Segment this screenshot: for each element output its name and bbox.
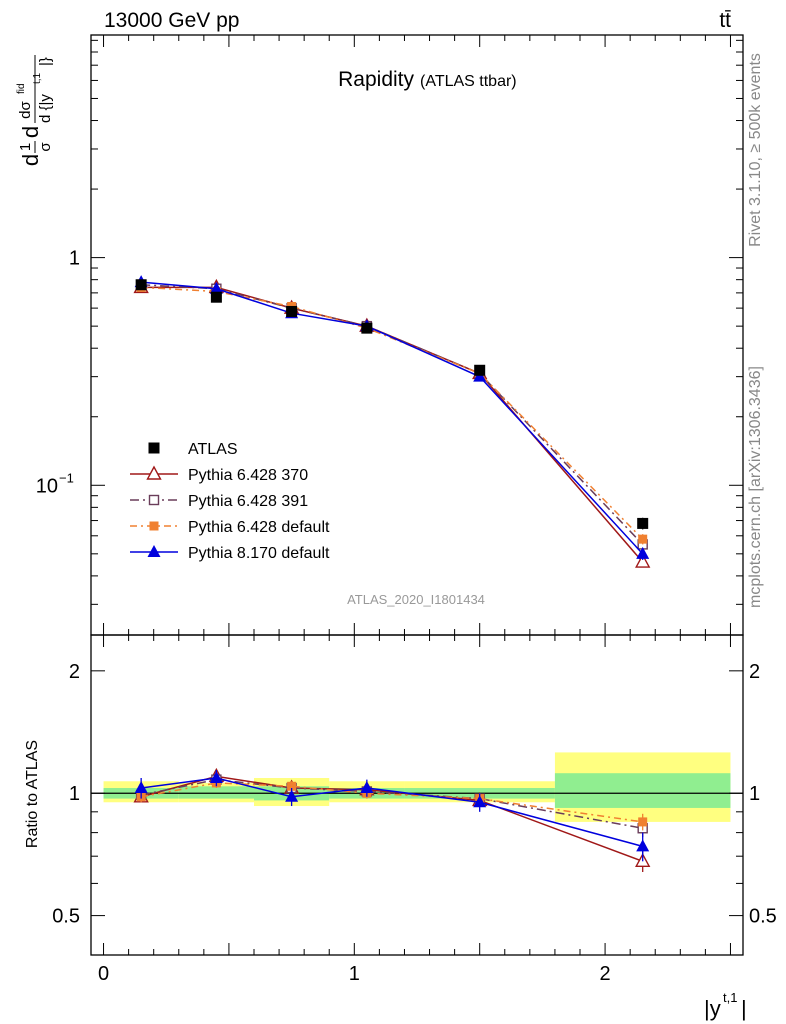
ratio-point-p6def bbox=[287, 781, 297, 791]
legend-label-p370: Pythia 6.428 370 bbox=[188, 467, 308, 484]
ratio-plot-frame bbox=[90, 634, 744, 956]
plot-title: Rapidity bbox=[338, 68, 414, 91]
main-y-axis-label: d 1 σ d dσ fid d {|y t,1 |} bbox=[16, 55, 54, 166]
ratio-y-axis-label: Ratio to ATLAS bbox=[24, 740, 41, 848]
ratio-y-tick-label-right: 1 bbox=[749, 783, 760, 805]
process-label: 13000 GeV pp bbox=[104, 9, 239, 32]
main-point-atlas bbox=[210, 291, 222, 303]
main-point-atlas bbox=[286, 305, 298, 317]
main-point-p8def bbox=[209, 281, 223, 294]
legend-marker-p6def bbox=[149, 521, 159, 531]
y-tick-label: 10 bbox=[36, 475, 58, 497]
ratio-line-p6def bbox=[141, 782, 643, 823]
ratio-point-p8def bbox=[636, 839, 650, 852]
ratio-y-tick-label: 1 bbox=[69, 783, 80, 805]
legend-marker-p370 bbox=[146, 465, 162, 480]
ylabel-denominator: d {|y bbox=[37, 94, 54, 123]
legend-marker-p8def bbox=[147, 545, 161, 557]
ratio-point-p8def bbox=[209, 771, 223, 784]
ylabel-one: 1 bbox=[17, 143, 34, 151]
ylabel-fid: fid bbox=[16, 83, 27, 94]
main-point-p6def bbox=[638, 534, 648, 544]
final-state-label: tt̄ bbox=[719, 9, 731, 32]
legend-marker-p391 bbox=[148, 494, 160, 506]
uncertainty-band-inner bbox=[178, 786, 254, 799]
ratio-y-tick-label: 2 bbox=[69, 661, 80, 683]
xlabel-main: |y bbox=[704, 996, 721, 1021]
uncertainty-band-inner bbox=[554, 773, 731, 808]
y-tick-exponent: −1 bbox=[59, 470, 74, 485]
main-point-atlas bbox=[361, 322, 373, 334]
ylabel-dsigma: dσ bbox=[17, 100, 34, 118]
ratio-y-tick-label: 0.5 bbox=[52, 906, 80, 928]
ylabel-d: d bbox=[18, 154, 43, 166]
ratio-line-p8def bbox=[141, 777, 643, 848]
rivet-version-label: Rivet 3.1.10, ≥ 500k events bbox=[747, 53, 764, 247]
legend-label-p391: Pythia 6.428 391 bbox=[188, 493, 308, 510]
main-point-atlas bbox=[135, 279, 147, 291]
x-tick-label: 1 bbox=[349, 963, 360, 985]
analysis-id-label: ATLAS_2020_I1801434 bbox=[347, 592, 485, 607]
x-tick-label: 0 bbox=[98, 963, 109, 985]
ylabel-close: |} bbox=[37, 57, 54, 66]
main-line-p6def bbox=[141, 286, 644, 540]
legend-label-p6def: Pythia 6.428 default bbox=[188, 519, 330, 536]
x-tick-label: 2 bbox=[600, 963, 611, 985]
main-line-p8def bbox=[141, 281, 644, 555]
ratio-y-tick-label-right: 2 bbox=[749, 661, 760, 683]
ratio-point-p8def bbox=[134, 780, 148, 793]
ylabel-sigma: σ bbox=[37, 142, 54, 152]
ratio-point-p8def bbox=[360, 780, 374, 793]
main-point-atlas bbox=[637, 517, 649, 529]
ratio-y-tick-label-right: 0.5 bbox=[749, 906, 777, 928]
xlabel-end: | bbox=[741, 996, 747, 1021]
ylabel-d2: d bbox=[18, 126, 43, 138]
y-tick-label: 1 bbox=[69, 248, 80, 270]
mcplots-label: mcplots.cern.ch [arXiv:1306.3436] bbox=[747, 366, 764, 608]
ratio-point-p8def bbox=[285, 789, 299, 802]
legend-label-p8def: Pythia 8.170 default bbox=[188, 545, 330, 562]
ylabel-sup: t,1 bbox=[32, 72, 43, 84]
ratio-point-p8def bbox=[473, 795, 487, 808]
main-point-p370 bbox=[635, 553, 651, 568]
plot-subtitle: (ATLAS ttbar) bbox=[420, 73, 517, 90]
main-point-atlas bbox=[474, 364, 486, 376]
main-point-p8def bbox=[636, 546, 650, 559]
x-axis-label: |y t,1 | bbox=[704, 990, 747, 1021]
legend-marker-atlas bbox=[148, 442, 160, 454]
xlabel-sup: t,1 bbox=[723, 990, 737, 1005]
legend-label-atlas: ATLAS bbox=[188, 441, 238, 458]
ratio-point-p6def bbox=[638, 817, 648, 827]
plot-area: 0 1 2 10 −1 1 0.5 0.5 1 1 2 2 ATLAS Pythia 6.428 370 P… bbox=[36, 34, 777, 985]
